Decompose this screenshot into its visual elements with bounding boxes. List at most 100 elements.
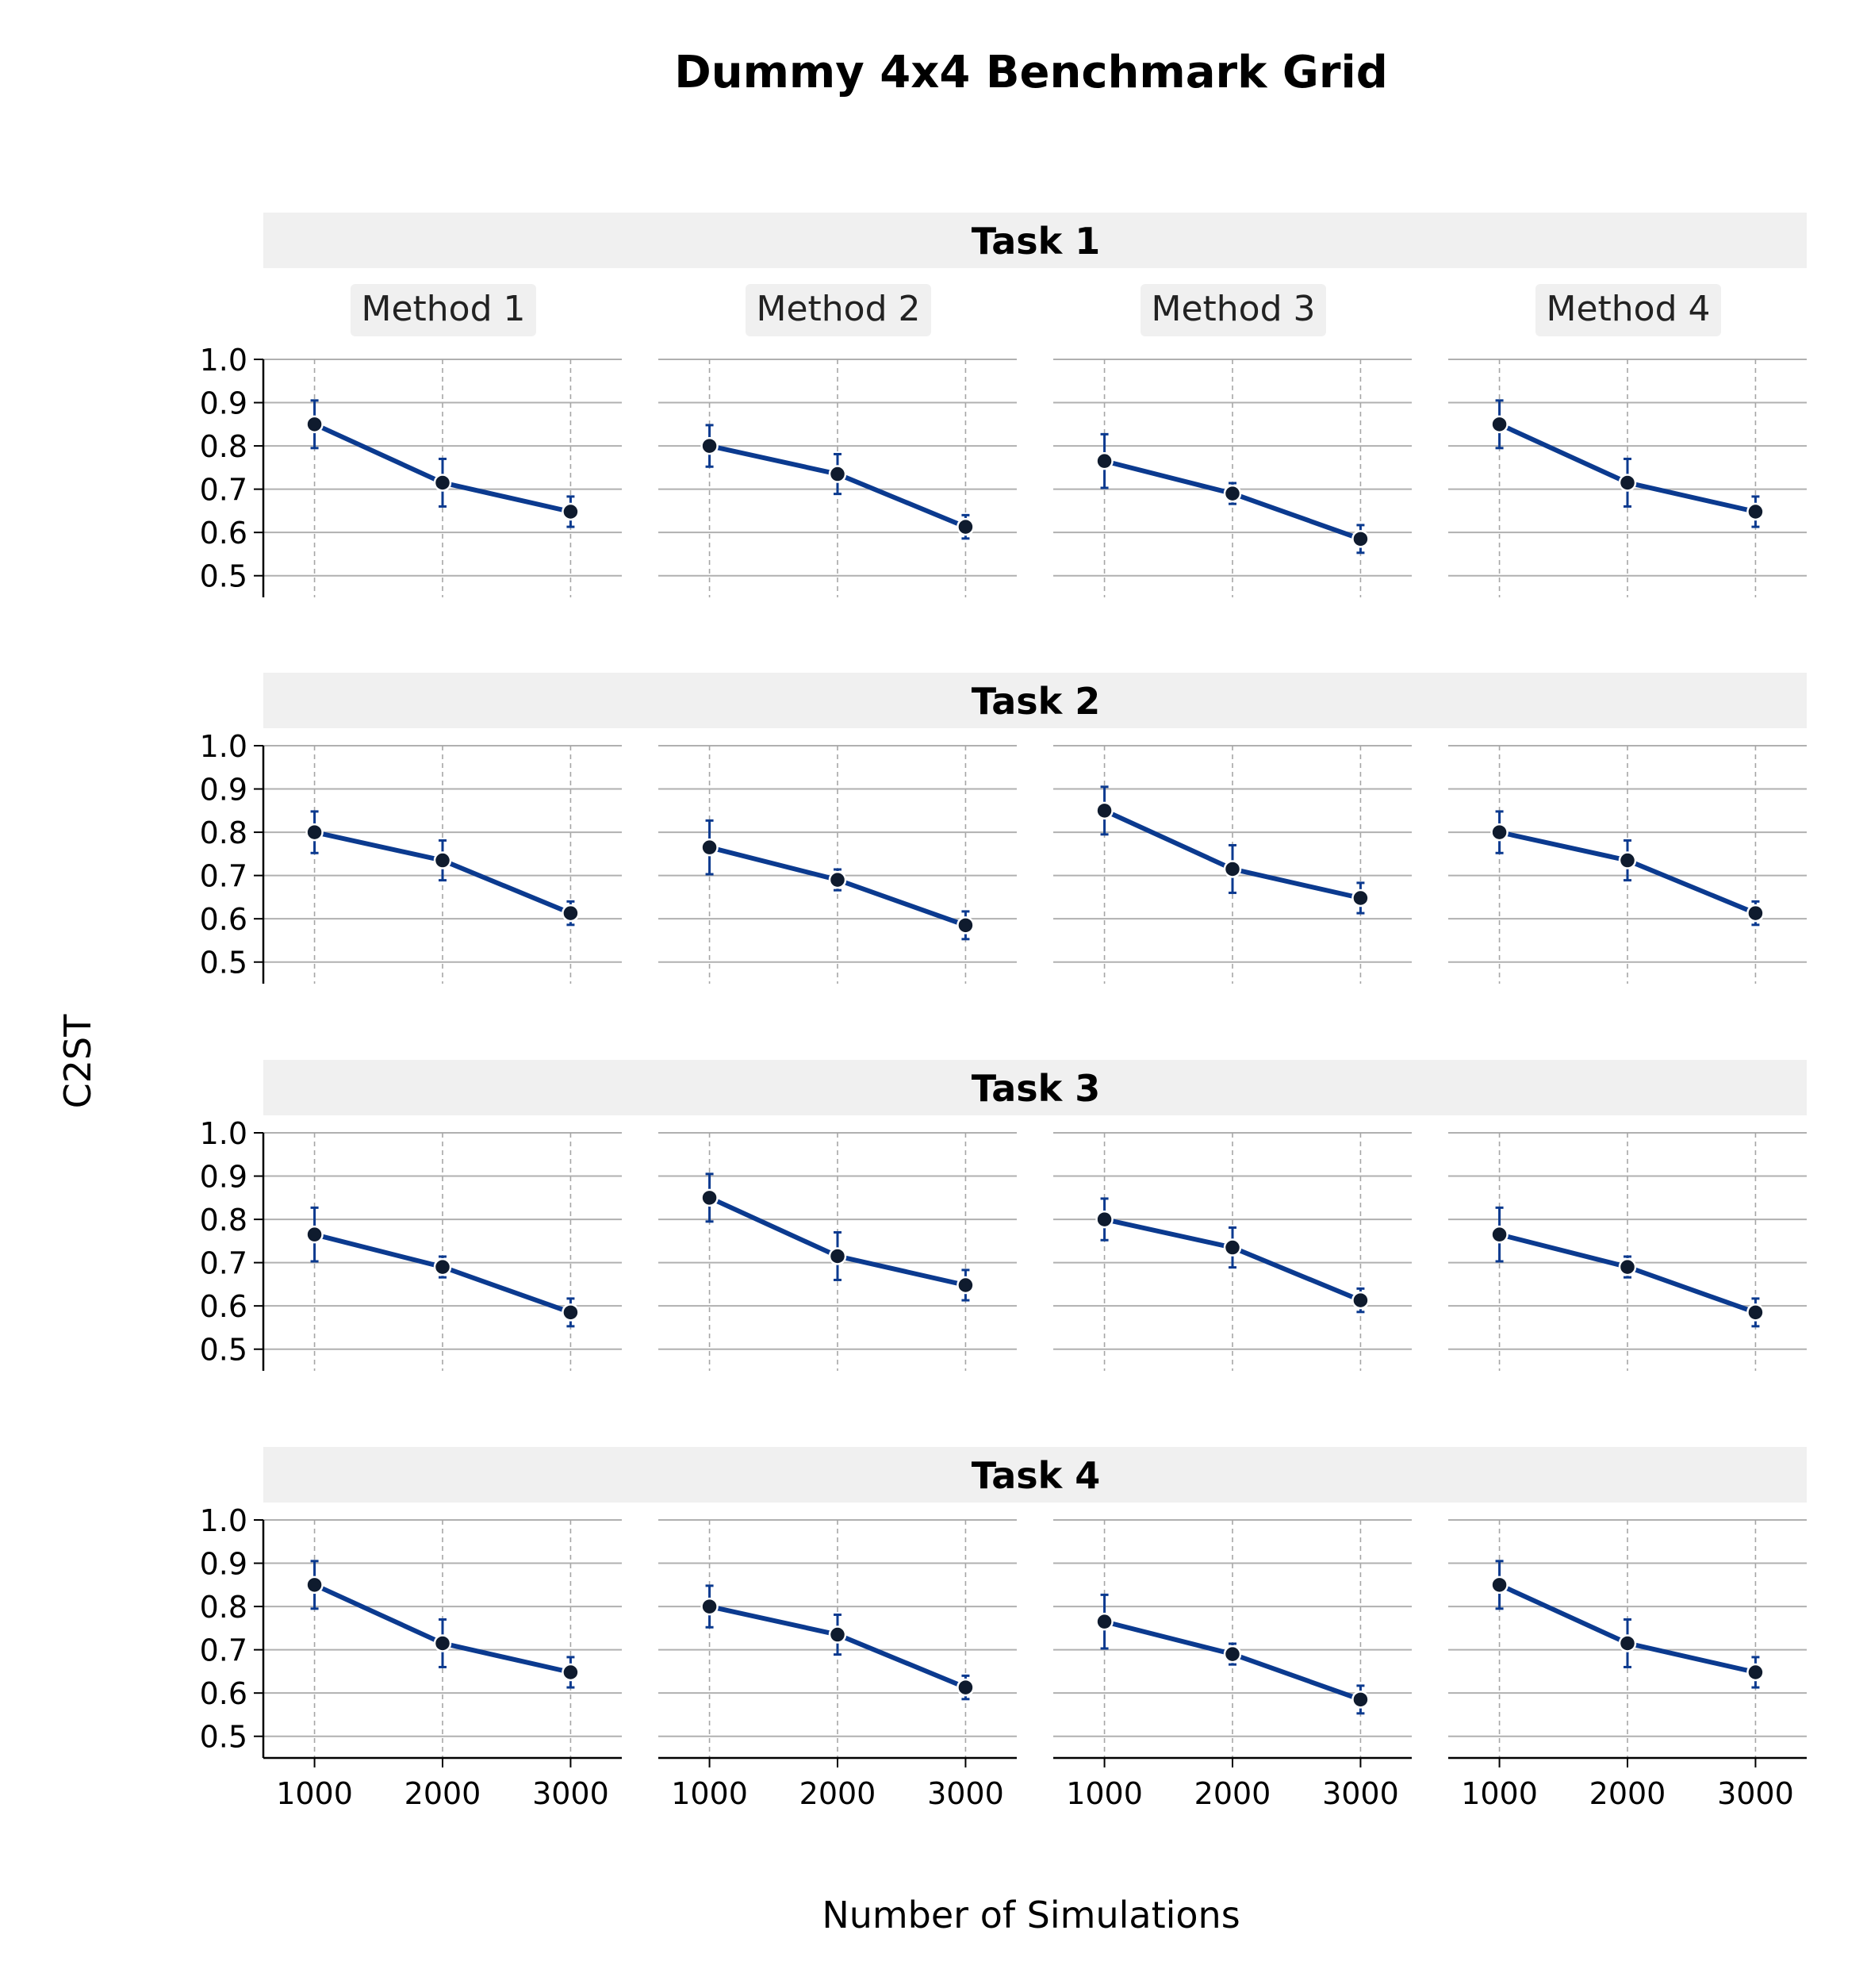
y-tick-label: 0.8 bbox=[200, 816, 247, 850]
data-point bbox=[1490, 823, 1509, 842]
x-tick-label: 3000 bbox=[927, 1776, 1004, 1811]
data-point bbox=[1746, 904, 1765, 923]
x-tick-label: 1000 bbox=[1066, 1776, 1143, 1811]
method-label: Method 2 bbox=[756, 289, 920, 329]
x-tick-label: 3000 bbox=[1717, 1776, 1794, 1811]
data-point bbox=[1223, 1238, 1242, 1257]
x-tick-label: 1000 bbox=[671, 1776, 748, 1811]
panel-task2-method1: 0.5 0.6 0.7 0.8 0.9 1.0 bbox=[200, 729, 622, 984]
task-strip-label: Task 2 bbox=[972, 680, 1100, 723]
panel-task3-method3 bbox=[1053, 1132, 1412, 1371]
y-tick-label: 0.7 bbox=[200, 1633, 247, 1668]
data-point bbox=[433, 1634, 452, 1652]
data-point bbox=[1223, 484, 1242, 503]
x-tick-label: 2000 bbox=[799, 1776, 876, 1811]
data-point bbox=[957, 517, 975, 536]
task-row-3: Task 3 0.5 0.6 0.7 0.8 0.9 1.0 bbox=[200, 1060, 1807, 1371]
data-point bbox=[1351, 888, 1370, 908]
panel-task1-method2: Method 2 bbox=[658, 284, 1017, 597]
data-point bbox=[1618, 474, 1637, 492]
data-point bbox=[1351, 530, 1370, 548]
y-tick-label: 0.5 bbox=[200, 946, 247, 981]
y-tick-label: 0.8 bbox=[200, 429, 247, 464]
x-tick-label: 1000 bbox=[276, 1776, 353, 1811]
data-point bbox=[305, 823, 324, 842]
data-point bbox=[562, 1663, 580, 1682]
y-tick-label: 1.0 bbox=[200, 1503, 247, 1538]
x-tick-label: 2000 bbox=[1589, 1776, 1666, 1811]
data-point bbox=[1351, 1691, 1370, 1709]
panel-task1-method1: Method 1 0.5 0.6 0.7 0.8 0.9 1.0 bbox=[200, 284, 622, 597]
y-tick-label: 0.6 bbox=[200, 1289, 247, 1324]
y-tick-label: 0.7 bbox=[200, 473, 247, 508]
data-point bbox=[1095, 801, 1114, 820]
data-point bbox=[700, 436, 719, 455]
data-point bbox=[828, 1247, 847, 1265]
y-tick-label: 0.9 bbox=[200, 773, 247, 808]
data-point bbox=[700, 1188, 719, 1207]
data-point bbox=[700, 838, 719, 857]
task-strip bbox=[263, 1060, 1807, 1115]
figure-title: Dummy 4x4 Benchmark Grid bbox=[674, 47, 1388, 98]
facet-panels: Task 1 Method 1 0.5 0.6 0.7 0.8 0.9 1.0 Method 2… bbox=[200, 213, 1807, 1811]
data-point bbox=[1490, 1575, 1509, 1595]
data-point bbox=[562, 502, 580, 521]
y-axis-label: C2ST bbox=[56, 1014, 99, 1109]
y-tick-label: 0.6 bbox=[200, 1676, 247, 1711]
data-point bbox=[1095, 1210, 1114, 1229]
y-tick-label: 1.0 bbox=[200, 343, 247, 378]
panel-task1-method4: Method 4 bbox=[1448, 284, 1807, 597]
y-tick-label: 1.0 bbox=[200, 729, 247, 764]
data-point bbox=[1095, 1612, 1114, 1631]
data-point bbox=[1223, 860, 1242, 878]
data-point bbox=[1490, 415, 1509, 434]
data-point bbox=[828, 1625, 847, 1644]
x-tick-label: 3000 bbox=[532, 1776, 609, 1811]
y-tick-label: 0.7 bbox=[200, 859, 247, 894]
data-point bbox=[305, 1575, 324, 1595]
task-row-1: Task 1 Method 1 0.5 0.6 0.7 0.8 0.9 1.0 Method 2… bbox=[200, 213, 1807, 597]
y-tick-label: 0.6 bbox=[200, 516, 247, 551]
data-point bbox=[305, 1225, 324, 1244]
method-label-box bbox=[351, 284, 536, 336]
task-strip-label: Task 3 bbox=[972, 1067, 1100, 1110]
y-tick-label: 0.8 bbox=[200, 1590, 247, 1625]
x-axis-label: Number of Simulations bbox=[822, 1894, 1240, 1936]
y-tick-label: 0.5 bbox=[200, 1333, 247, 1368]
y-tick-label: 0.5 bbox=[200, 1720, 247, 1755]
y-tick-label: 0.9 bbox=[200, 1160, 247, 1195]
y-tick-label: 0.9 bbox=[200, 386, 247, 421]
y-tick-label: 0.9 bbox=[200, 1547, 247, 1582]
data-point bbox=[562, 904, 580, 923]
data-point bbox=[957, 1678, 975, 1697]
data-point bbox=[1095, 451, 1114, 470]
panel-task1-method3: Method 3 bbox=[1053, 284, 1412, 597]
data-point bbox=[562, 1303, 580, 1322]
panel-task4-method1: 0.5 0.6 0.7 0.8 0.9 1.0 1000 2000 3000 bbox=[200, 1503, 622, 1811]
data-point bbox=[957, 1276, 975, 1295]
panel-task4-method4: 1000 2000 3000 bbox=[1448, 1519, 1807, 1811]
method-label-box bbox=[746, 284, 931, 336]
panel-task4-method2: 1000 2000 3000 bbox=[658, 1519, 1017, 1811]
data-point bbox=[1618, 851, 1637, 869]
panel-task2-method4 bbox=[1448, 745, 1807, 984]
data-point bbox=[1618, 1634, 1637, 1652]
data-point bbox=[828, 870, 847, 889]
x-tick-label: 1000 bbox=[1461, 1776, 1538, 1811]
method-label: Method 3 bbox=[1151, 289, 1315, 329]
data-point bbox=[1490, 1225, 1509, 1244]
data-point bbox=[433, 851, 452, 869]
task-strip bbox=[263, 1447, 1807, 1503]
y-tick-label: 1.0 bbox=[200, 1116, 247, 1151]
task-row-2: Task 2 0.5 0.6 0.7 0.8 0.9 1.0 bbox=[200, 673, 1807, 984]
data-point bbox=[957, 916, 975, 935]
task-strip bbox=[263, 673, 1807, 728]
data-point bbox=[433, 1257, 452, 1276]
method-label: Method 4 bbox=[1546, 289, 1710, 329]
task-strip-label: Task 1 bbox=[972, 220, 1100, 263]
x-tick-label: 3000 bbox=[1322, 1776, 1399, 1811]
data-point bbox=[433, 474, 452, 492]
data-point bbox=[1618, 1257, 1637, 1276]
data-point bbox=[305, 415, 324, 434]
